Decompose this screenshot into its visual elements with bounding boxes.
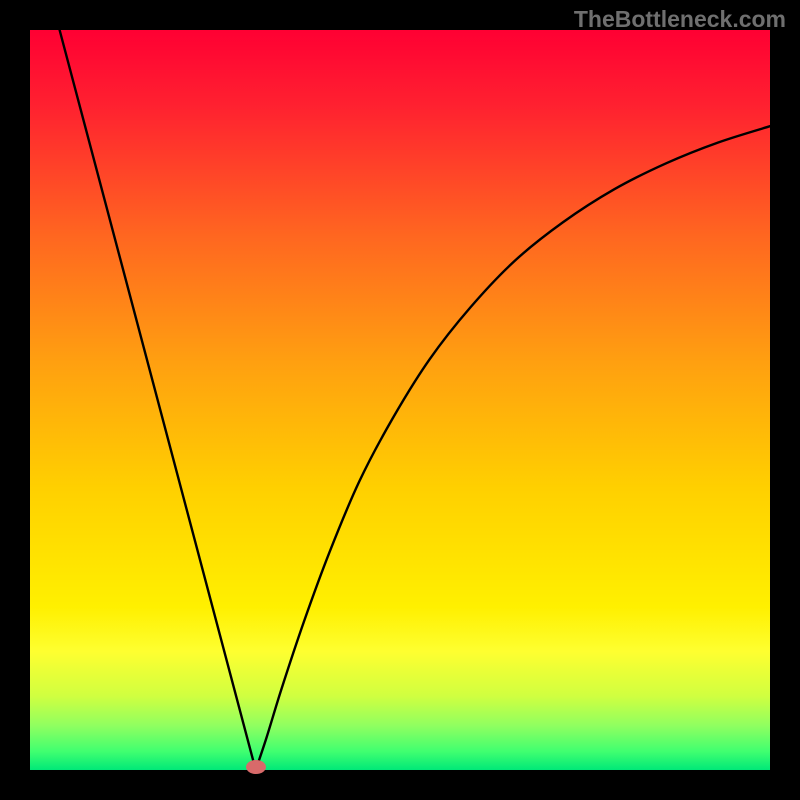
curve-layer — [30, 30, 770, 770]
plot-area — [30, 30, 770, 770]
bottleneck-curve — [60, 30, 770, 770]
optimum-marker — [246, 760, 266, 774]
watermark-text: TheBottleneck.com — [574, 6, 786, 33]
